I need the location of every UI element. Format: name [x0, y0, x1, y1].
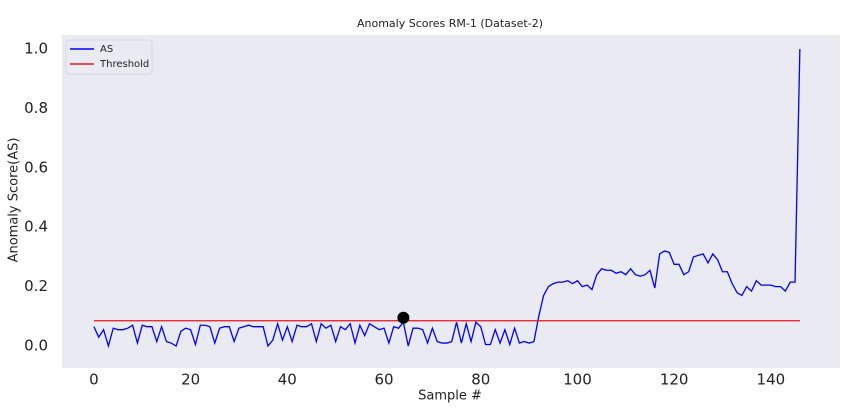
- y-tick-label: 1.0: [24, 39, 48, 57]
- y-tick-label: 0.6: [24, 158, 48, 176]
- x-tick-label: 100: [563, 371, 592, 389]
- x-tick-label: 20: [181, 371, 200, 389]
- y-tick-label: 0.0: [24, 337, 48, 355]
- y-tick-label: 0.4: [24, 218, 48, 236]
- legend-label: Threshold: [99, 59, 149, 70]
- x-tick-label: 120: [660, 371, 689, 389]
- marker-point: [397, 311, 410, 324]
- chart-title: Anomaly Scores RM-1 (Dataset-2): [357, 17, 543, 30]
- x-tick-label: 140: [757, 371, 786, 389]
- x-axis-label: Sample #: [418, 389, 482, 404]
- plot-area: [62, 35, 840, 368]
- y-tick-label: 0.8: [24, 99, 48, 117]
- series-line: [93, 48, 801, 349]
- x-tick-label: 80: [471, 371, 490, 389]
- y-axis-label: Anomaly Score(AS): [7, 138, 22, 263]
- x-tick-label: 60: [374, 371, 393, 389]
- legend-label: AS: [100, 44, 113, 55]
- x-tick-label: 40: [278, 371, 297, 389]
- y-tick-label: 0.2: [24, 277, 48, 295]
- x-tick-label: 0: [89, 371, 99, 389]
